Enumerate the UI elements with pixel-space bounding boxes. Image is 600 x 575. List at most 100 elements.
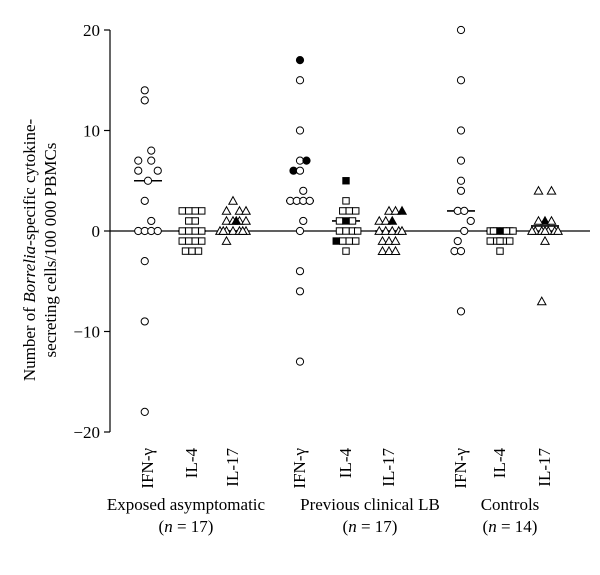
y-axis-label-suffix: -specific cytokine- bbox=[20, 118, 39, 246]
data-point-triangle bbox=[390, 245, 401, 255]
data-point-circle bbox=[456, 247, 466, 256]
data-point-square bbox=[345, 237, 353, 245]
y-tick-label: 10 bbox=[83, 122, 100, 141]
group-name: Controls bbox=[480, 495, 540, 514]
data-point-circle bbox=[456, 186, 466, 195]
data-point-square bbox=[181, 247, 190, 255]
data-point-square bbox=[191, 217, 199, 225]
data-point-square bbox=[185, 207, 193, 215]
data-point-circle bbox=[147, 156, 156, 165]
data-point-circle bbox=[295, 126, 305, 135]
data-point-circle bbox=[143, 176, 153, 185]
data-point-triangle bbox=[552, 225, 564, 235]
data-point-triangle bbox=[231, 215, 242, 225]
category-label: IL-17 bbox=[223, 448, 242, 487]
group-n: (n = 17) bbox=[158, 517, 214, 536]
data-point-square bbox=[198, 237, 206, 245]
data-point-circle bbox=[302, 156, 311, 165]
data-point-triangle bbox=[383, 235, 395, 245]
data-point-triangle bbox=[227, 195, 239, 205]
data-point-square bbox=[342, 177, 350, 185]
data-point-square bbox=[342, 247, 350, 255]
data-point-square bbox=[191, 227, 199, 235]
data-point-circle bbox=[460, 206, 469, 215]
data-point-square bbox=[194, 247, 203, 255]
data-point-circle bbox=[456, 25, 466, 35]
data-point-triangle bbox=[546, 215, 557, 225]
data-point-circle bbox=[295, 226, 305, 236]
data-point-square bbox=[352, 207, 360, 215]
data-point-square bbox=[198, 207, 206, 215]
data-point-square bbox=[332, 237, 340, 245]
data-point-circle bbox=[299, 216, 308, 226]
data-point-triangle bbox=[374, 225, 385, 235]
data-point-triangle bbox=[539, 215, 551, 225]
group-label-previous-clinical-lb: Previous clinical LB (n = 17) bbox=[280, 494, 460, 538]
data-point-triangle bbox=[240, 215, 252, 225]
data-point-square bbox=[191, 237, 199, 245]
data-point-circle bbox=[456, 76, 466, 85]
data-point-triangle bbox=[533, 185, 544, 195]
data-point-triangle bbox=[227, 225, 239, 235]
data-point-triangle bbox=[383, 205, 395, 215]
data-point-circle bbox=[295, 287, 305, 296]
data-point-circle bbox=[140, 407, 149, 416]
data-point-circle bbox=[305, 196, 314, 205]
y-tick-label: −10 bbox=[73, 323, 100, 342]
data-point-circle bbox=[453, 236, 462, 246]
data-point-square bbox=[342, 217, 350, 225]
category-label: IL-4 bbox=[490, 448, 509, 479]
y-axis-label-italic: Borrelia bbox=[20, 245, 39, 303]
data-point-triangle bbox=[526, 225, 538, 235]
data-point-triangle bbox=[377, 235, 388, 245]
group-n: (n = 17) bbox=[342, 517, 398, 536]
data-point-triangle bbox=[396, 205, 408, 215]
data-point-circle bbox=[147, 146, 156, 155]
data-point-square bbox=[342, 227, 350, 235]
data-point-triangle bbox=[377, 245, 388, 255]
data-point-triangle bbox=[240, 205, 252, 215]
y-axis-label: Number of Borrelia-specific cytokine- se… bbox=[19, 40, 61, 460]
data-point-square bbox=[496, 247, 504, 255]
data-point-square bbox=[342, 197, 350, 205]
data-point-square bbox=[178, 237, 186, 245]
data-point-square bbox=[191, 207, 199, 215]
y-tick-label: −20 bbox=[73, 423, 100, 442]
data-point-square bbox=[502, 227, 511, 235]
group-name: Exposed asymptomatic bbox=[106, 495, 266, 514]
data-point-square bbox=[335, 217, 344, 225]
y-tick-label: 20 bbox=[83, 21, 100, 40]
data-point-square bbox=[509, 227, 517, 235]
data-point-circle bbox=[140, 86, 149, 95]
data-point-circle bbox=[295, 267, 305, 276]
data-point-circle bbox=[153, 226, 162, 236]
data-point-circle bbox=[460, 226, 469, 236]
data-point-circle bbox=[147, 216, 156, 226]
data-point-square bbox=[185, 237, 193, 245]
group-n: (n = 14) bbox=[482, 517, 538, 536]
y-axis-label-prefix: Number of bbox=[20, 302, 39, 382]
data-point-circle bbox=[466, 216, 475, 226]
data-point-square bbox=[496, 237, 504, 245]
data-point-circle bbox=[134, 156, 143, 165]
data-point-square bbox=[178, 227, 186, 235]
data-point-circle bbox=[295, 56, 305, 65]
data-point-triangle bbox=[533, 215, 544, 225]
data-point-square bbox=[178, 207, 186, 215]
category-label: IFN-γ bbox=[451, 448, 470, 489]
data-point-triangle bbox=[396, 225, 408, 235]
data-point-circle bbox=[134, 166, 143, 175]
category-label: IL-17 bbox=[379, 448, 398, 487]
data-point-circle bbox=[295, 166, 305, 175]
group-name: Previous clinical LB bbox=[300, 495, 440, 514]
data-point-circle bbox=[456, 126, 466, 135]
data-point-circle bbox=[140, 196, 149, 205]
y-tick-label: 0 bbox=[92, 222, 101, 241]
y-axis-label-line-2: secreting cells/100 000 PBMCs bbox=[41, 142, 60, 358]
data-point-square bbox=[339, 207, 347, 215]
data-point-square bbox=[198, 227, 206, 235]
data-point-triangle bbox=[539, 235, 551, 245]
data-point-triangle bbox=[539, 225, 551, 235]
data-point-triangle bbox=[387, 225, 398, 235]
